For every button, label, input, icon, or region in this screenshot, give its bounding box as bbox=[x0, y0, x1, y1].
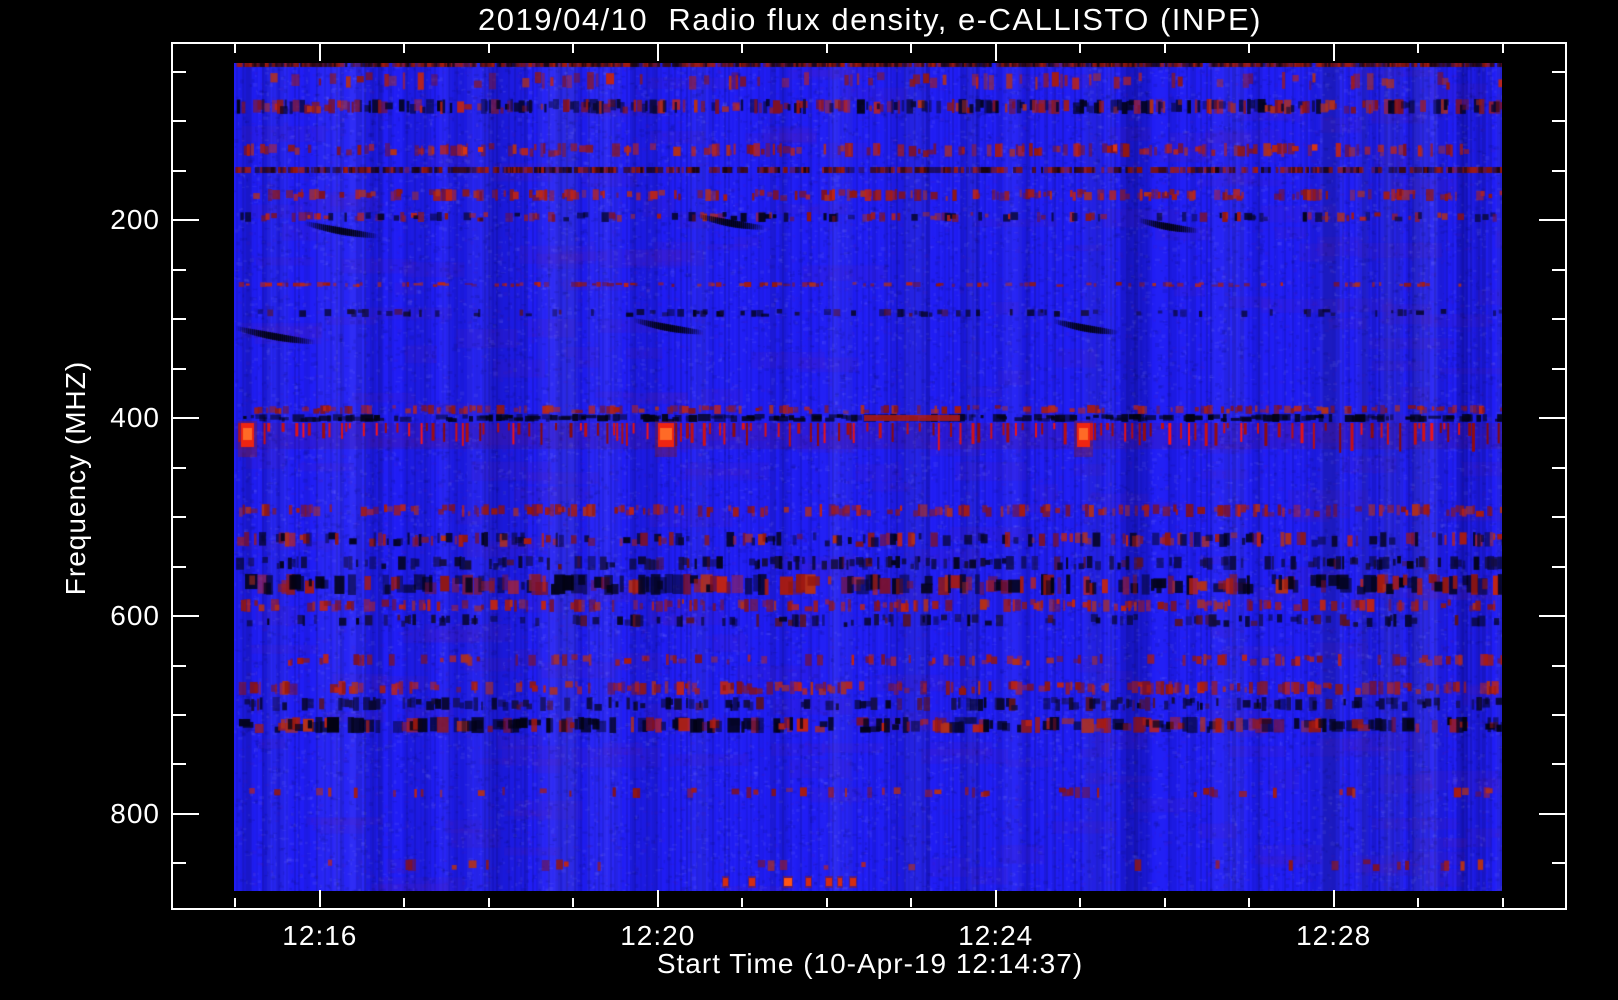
x-minor-tick-top bbox=[1164, 44, 1166, 53]
x-tick-label: 12:28 bbox=[1296, 920, 1372, 951]
x-minor-tick-top bbox=[826, 44, 828, 53]
y-major-tick-right bbox=[1539, 417, 1565, 419]
y-minor-tick-right bbox=[1552, 269, 1565, 271]
y-minor-tick-right bbox=[1552, 714, 1565, 716]
x-minor-tick-top bbox=[910, 44, 912, 53]
x-minor-tick bbox=[1079, 898, 1081, 907]
y-minor-tick bbox=[173, 862, 186, 864]
y-minor-tick-right bbox=[1552, 516, 1565, 518]
y-major-tick-right bbox=[1539, 615, 1565, 617]
y-minor-tick-right bbox=[1552, 368, 1565, 370]
x-minor-tick-top bbox=[403, 44, 405, 53]
x-major-tick-top bbox=[1333, 44, 1335, 61]
y-minor-tick-right bbox=[1552, 120, 1565, 122]
x-axis-title: Start Time (10-Apr-19 12:14:37) bbox=[656, 948, 1084, 979]
y-minor-tick bbox=[173, 714, 186, 716]
y-minor-tick-right bbox=[1552, 763, 1565, 765]
y-minor-tick bbox=[173, 71, 186, 73]
x-minor-tick-top bbox=[1417, 44, 1419, 53]
y-minor-tick-right bbox=[1552, 467, 1565, 469]
plot-frame bbox=[171, 42, 1567, 910]
x-tick-label: 12:20 bbox=[620, 920, 696, 951]
x-minor-tick-top bbox=[1502, 44, 1504, 53]
x-tick-label: 12:24 bbox=[958, 920, 1034, 951]
x-minor-tick bbox=[1417, 898, 1419, 907]
y-axis-title: Frequency (MHZ) bbox=[60, 360, 91, 596]
x-minor-tick-top bbox=[572, 44, 574, 53]
x-minor-tick bbox=[826, 898, 828, 907]
y-minor-tick bbox=[173, 368, 186, 370]
x-minor-tick bbox=[572, 898, 574, 907]
spectrogram-heatmap bbox=[234, 63, 1502, 891]
x-minor-tick-top bbox=[741, 44, 743, 53]
y-major-tick-right bbox=[1539, 813, 1565, 815]
x-minor-tick-top bbox=[1248, 44, 1250, 53]
x-tick-label: 12:16 bbox=[282, 920, 358, 951]
x-major-tick bbox=[657, 890, 659, 907]
x-minor-tick bbox=[1502, 898, 1504, 907]
y-minor-tick-right bbox=[1552, 71, 1565, 73]
x-major-tick bbox=[1333, 890, 1335, 907]
x-minor-tick-top bbox=[234, 44, 236, 53]
x-minor-tick bbox=[910, 898, 912, 907]
x-minor-tick-top bbox=[488, 44, 490, 53]
y-major-tick bbox=[173, 615, 199, 617]
y-minor-tick bbox=[173, 318, 186, 320]
y-minor-tick bbox=[173, 665, 186, 667]
y-tick-label: 600 bbox=[110, 600, 160, 632]
x-major-tick-top bbox=[995, 44, 997, 61]
y-minor-tick-right bbox=[1552, 665, 1565, 667]
y-minor-tick bbox=[173, 467, 186, 469]
x-major-tick bbox=[995, 890, 997, 907]
y-minor-tick-right bbox=[1552, 566, 1565, 568]
y-minor-tick-right bbox=[1552, 170, 1565, 172]
x-major-tick bbox=[319, 890, 321, 907]
y-tick-label: 200 bbox=[110, 204, 160, 236]
x-minor-tick bbox=[403, 898, 405, 907]
y-major-tick-right bbox=[1539, 219, 1565, 221]
y-minor-tick-right bbox=[1552, 862, 1565, 864]
y-tick-label: 400 bbox=[110, 402, 160, 434]
x-minor-tick bbox=[741, 898, 743, 907]
y-major-tick bbox=[173, 219, 199, 221]
y-minor-tick bbox=[173, 120, 186, 122]
plot-title: 2019/04/10 Radio flux density, e-CALLIST… bbox=[478, 2, 1262, 37]
y-minor-tick bbox=[173, 763, 186, 765]
y-minor-tick bbox=[173, 566, 186, 568]
x-minor-tick bbox=[1164, 898, 1166, 907]
x-major-tick-top bbox=[319, 44, 321, 61]
y-major-tick bbox=[173, 417, 199, 419]
y-minor-tick bbox=[173, 269, 186, 271]
x-minor-tick bbox=[488, 898, 490, 907]
y-minor-tick bbox=[173, 516, 186, 518]
x-major-tick-top bbox=[657, 44, 659, 61]
x-minor-tick bbox=[234, 898, 236, 907]
y-major-tick bbox=[173, 813, 199, 815]
x-minor-tick bbox=[1248, 898, 1250, 907]
y-tick-label: 800 bbox=[110, 797, 160, 829]
y-minor-tick bbox=[173, 170, 186, 172]
x-minor-tick-top bbox=[1079, 44, 1081, 53]
y-minor-tick-right bbox=[1552, 318, 1565, 320]
